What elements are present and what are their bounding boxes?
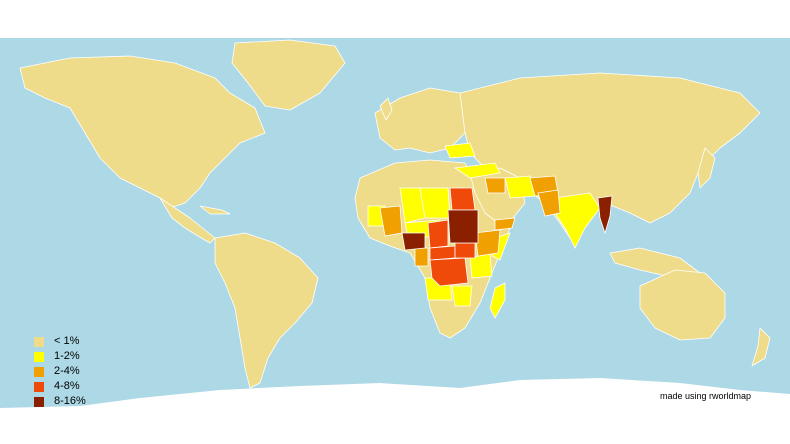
country-sudan	[447, 209, 479, 244]
country-zambia	[451, 285, 473, 307]
legend-label: 4-8%	[54, 380, 80, 392]
region-central-america	[159, 197, 216, 244]
legend-swatch-icon	[34, 396, 44, 407]
country-yemen	[494, 217, 516, 231]
country-uk	[379, 97, 393, 121]
country-india	[554, 192, 601, 249]
antarctica	[0, 378, 790, 420]
country-central-african-republic	[429, 245, 456, 261]
country-ukraine	[444, 142, 476, 159]
legend-swatch-icon	[34, 381, 44, 392]
legend-swatch-icon	[34, 351, 44, 362]
region-europe	[374, 87, 471, 154]
legend-item: 1-2%	[34, 349, 86, 364]
country-madagascar	[489, 282, 506, 319]
legend-swatch-icon	[34, 336, 44, 347]
country-pakistan	[537, 189, 561, 217]
legend-item: 2-4%	[34, 364, 86, 379]
country-south-sudan	[454, 242, 476, 259]
legend-label: 1-2%	[54, 350, 80, 362]
country-australia	[639, 269, 726, 341]
map-canvas	[0, 39, 790, 420]
country-cameroon	[414, 247, 429, 267]
country-turkey	[453, 162, 501, 179]
world-map: < 1% 1-2% 2-4% 4-8% 8-16% made using rwo…	[0, 38, 790, 420]
country-ethiopia	[474, 229, 501, 257]
legend-swatch-icon	[34, 366, 44, 377]
legend-item: 4-8%	[34, 379, 86, 394]
legend-item: 8-16%	[34, 394, 86, 409]
map-credit: made using rworldmap	[660, 391, 752, 401]
country-nigeria	[401, 232, 426, 251]
legend-label: < 1%	[54, 335, 80, 347]
legend-label: 8-16%	[54, 395, 86, 407]
country-greenland	[231, 39, 346, 111]
legend-item: < 1%	[34, 334, 86, 349]
region-south-america	[214, 232, 319, 389]
country-dr-congo	[429, 257, 469, 287]
country-cuba	[199, 205, 231, 215]
country-myanmar	[597, 195, 613, 235]
country-iraq	[484, 177, 506, 194]
country-libya	[419, 187, 451, 219]
legend-label: 2-4%	[54, 365, 80, 377]
region-north-america	[19, 55, 266, 209]
country-new-zealand	[751, 327, 771, 367]
country-japan	[697, 147, 716, 189]
country-egypt	[449, 187, 476, 211]
map-legend: < 1% 1-2% 2-4% 4-8% 8-16%	[34, 334, 86, 409]
country-chad	[427, 219, 449, 249]
